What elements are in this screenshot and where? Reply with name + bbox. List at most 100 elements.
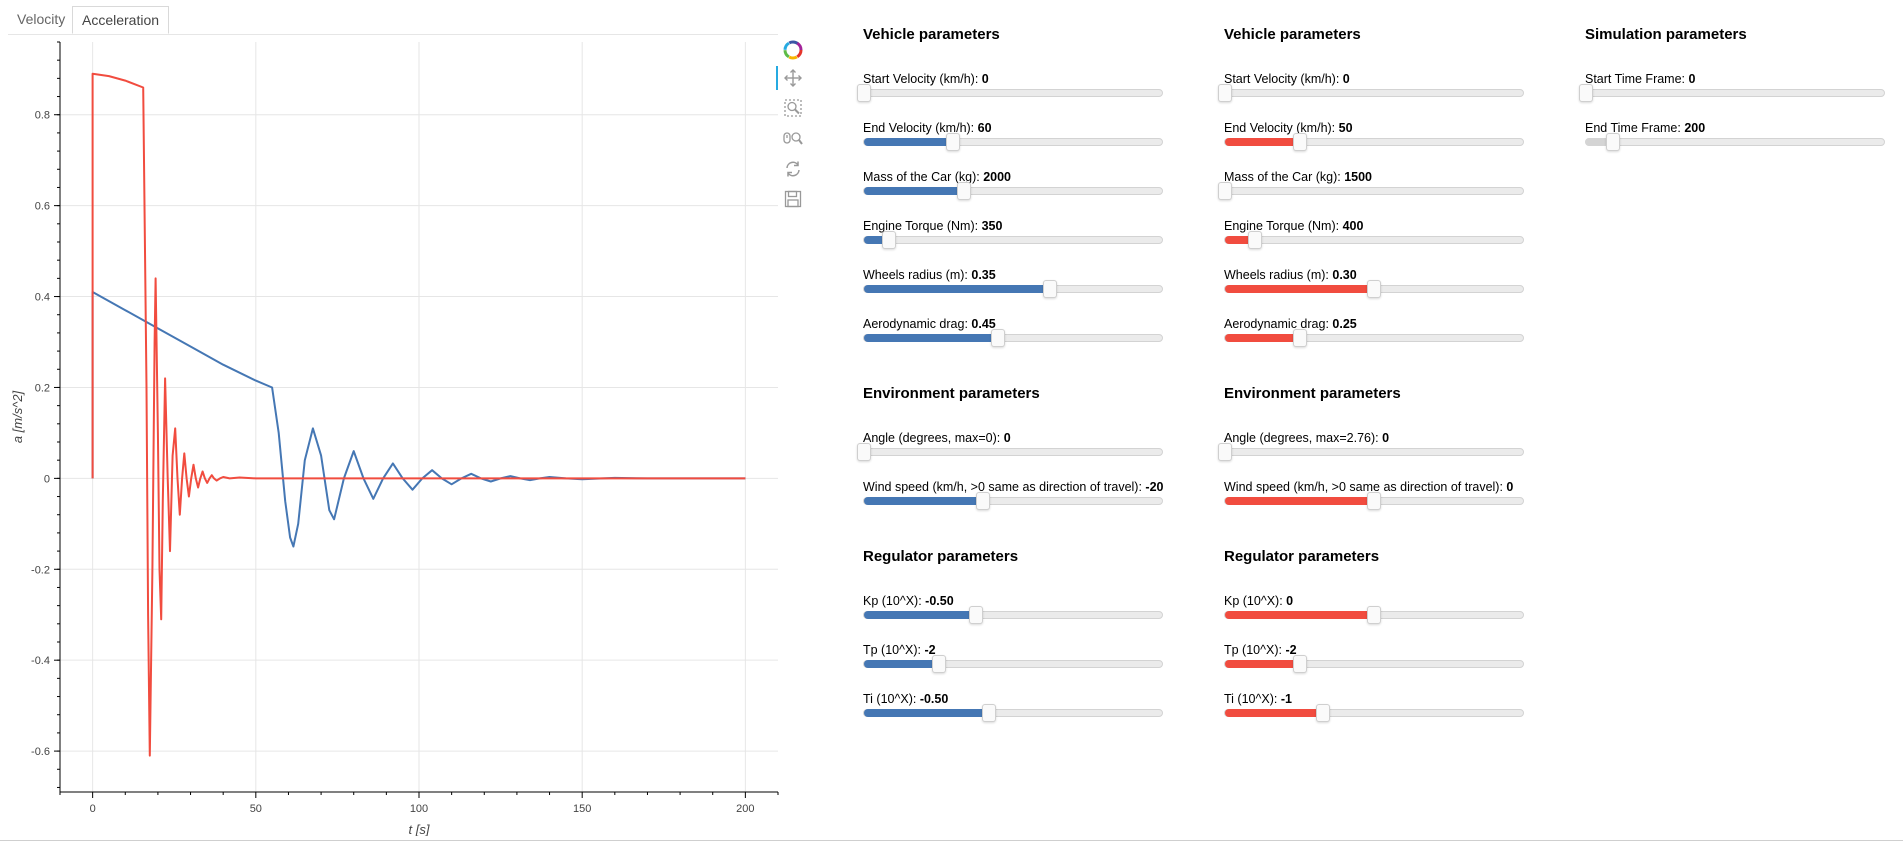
slider-row: Tp (10^X): -2	[1224, 643, 1534, 673]
tab-acceleration[interactable]: Acceleration	[72, 6, 170, 34]
y-tick-label: -0.2	[31, 564, 50, 576]
pan-icon[interactable]	[776, 64, 807, 92]
slider-handle[interactable]	[1367, 492, 1381, 510]
slider-value: 0	[1382, 431, 1390, 445]
wheel-zoom-icon[interactable]	[779, 125, 807, 153]
slider-track[interactable]	[1224, 231, 1524, 249]
plot-canvas[interactable]: 0 50 100 150 200 -0.6 -0.4 -0.2 0 0.2 0.4 0.6 0.8 t […	[0, 36, 780, 836]
slider-fill	[864, 236, 890, 244]
slider-track[interactable]	[863, 655, 1163, 673]
slider-track[interactable]	[1224, 133, 1524, 151]
slider-track[interactable]	[857, 84, 1163, 102]
slider-track[interactable]	[863, 231, 1163, 249]
y-axis-label: a [m/s^2]	[10, 390, 25, 443]
slider-value: -20	[1145, 480, 1164, 494]
slider-track[interactable]	[863, 329, 1163, 347]
y-tick-label: 0	[44, 473, 50, 485]
tab-velocity[interactable]: Velocity	[17, 11, 66, 27]
slider-value: 0.45	[971, 317, 996, 331]
slider-track[interactable]	[1579, 84, 1885, 102]
slider-handle[interactable]	[1218, 84, 1232, 102]
slider-track[interactable]	[1218, 443, 1524, 461]
slider-handle[interactable]	[968, 606, 983, 624]
slider-track[interactable]	[1224, 606, 1524, 624]
slider-label-text: End Velocity (km/h):	[1224, 121, 1336, 135]
slider-label-text: Wheels radius (m):	[863, 268, 968, 282]
slider-track[interactable]	[1224, 329, 1524, 347]
slider-row: Start Velocity (km/h): 0	[857, 72, 1173, 102]
slider-handle[interactable]	[976, 492, 991, 510]
slider-track[interactable]	[1218, 182, 1524, 200]
slider-row: Kp (10^X): 0	[1224, 594, 1534, 624]
slider-handle[interactable]	[956, 182, 971, 200]
slider-label-text: End Time Frame:	[1585, 121, 1681, 135]
slider-fill	[1225, 334, 1300, 342]
slider-track[interactable]	[863, 492, 1163, 510]
slider-track[interactable]	[863, 133, 1163, 151]
slider-row: Angle (degrees, max=2.76): 0	[1218, 431, 1534, 461]
slider-label-text: Aerodynamic drag:	[863, 317, 968, 331]
slider-track[interactable]	[863, 182, 1163, 200]
slider-value: 400	[1342, 219, 1364, 233]
slider-fill	[864, 187, 964, 195]
slider-label-text: Aerodynamic drag:	[1224, 317, 1329, 331]
slider-row: Aerodynamic drag: 0.45	[863, 317, 1173, 347]
slider-handle[interactable]	[982, 704, 997, 722]
slider-value: 0.30	[1332, 268, 1357, 282]
slider-handle[interactable]	[1367, 280, 1381, 298]
slider-label: Mass of the Car (kg): 1500	[1224, 170, 1534, 184]
slider-handle[interactable]	[946, 133, 961, 151]
slider-label: Start Time Frame: 0	[1585, 72, 1895, 86]
slider-handle[interactable]	[1292, 655, 1307, 673]
slider-track[interactable]	[1224, 492, 1524, 510]
slider-track[interactable]	[857, 443, 1163, 461]
slider-handle[interactable]	[1367, 606, 1381, 624]
slider-handle[interactable]	[1043, 280, 1058, 298]
y-tick-label: 0.8	[35, 110, 50, 122]
section-title: Vehicle parameters	[863, 26, 1000, 43]
slider-label: Wind speed (km/h, >0 same as direction o…	[1224, 480, 1534, 494]
slider-handle[interactable]	[1218, 182, 1232, 200]
acceleration-plot[interactable]: 0 50 100 150 200 -0.6 -0.4 -0.2 0 0.2 0.4 0.6 0.8 t […	[0, 36, 780, 836]
slider-row: End Time Frame: 200	[1585, 121, 1895, 151]
slider-row: Mass of the Car (kg): 1500	[1218, 170, 1534, 200]
slider-fill	[864, 285, 1051, 293]
slider-handle[interactable]	[1247, 231, 1262, 249]
slider-handle[interactable]	[1292, 133, 1307, 151]
slider-label: Engine Torque (Nm): 400	[1224, 219, 1534, 233]
series-line-2	[91, 72, 746, 757]
slider-track[interactable]	[863, 280, 1163, 298]
slider-handle[interactable]	[1218, 443, 1232, 461]
slider-handle[interactable]	[1579, 84, 1593, 102]
x-axis-label: t [s]	[409, 822, 430, 836]
x-tick-label: 150	[573, 803, 591, 815]
save-icon[interactable]	[779, 185, 807, 213]
slider-handle[interactable]	[882, 231, 897, 249]
slider-track[interactable]	[1224, 280, 1524, 298]
slider-track[interactable]	[863, 704, 1163, 722]
slider-label-text: Engine Torque (Nm):	[863, 219, 979, 233]
slider-label: Ti (10^X): -1	[1224, 692, 1534, 706]
slider-label: Tp (10^X): -2	[863, 643, 1173, 657]
slider-track[interactable]	[1585, 133, 1885, 151]
slider-value: 1500	[1344, 170, 1372, 184]
box-zoom-icon[interactable]	[779, 94, 807, 122]
slider-row: Kp (10^X): -0.50	[863, 594, 1173, 624]
slider-track[interactable]	[1224, 655, 1524, 673]
slider-track[interactable]	[1218, 84, 1524, 102]
slider-track[interactable]	[863, 606, 1163, 624]
slider-handle[interactable]	[857, 443, 871, 461]
slider-handle[interactable]	[857, 84, 871, 102]
slider-handle[interactable]	[931, 655, 946, 673]
slider-label: Wind speed (km/h, >0 same as direction o…	[863, 480, 1173, 494]
reset-icon[interactable]	[779, 155, 807, 183]
slider-handle[interactable]	[991, 329, 1006, 347]
logo-icon[interactable]	[779, 36, 807, 64]
slider-handle[interactable]	[1316, 704, 1331, 722]
slider-handle[interactable]	[1605, 133, 1620, 151]
slider-track[interactable]	[1224, 704, 1524, 722]
slider-handle[interactable]	[1292, 329, 1307, 347]
slider-fill	[1225, 709, 1324, 717]
slider-label-text: Start Velocity (km/h):	[863, 72, 979, 86]
x-tick-label: 0	[90, 803, 96, 815]
